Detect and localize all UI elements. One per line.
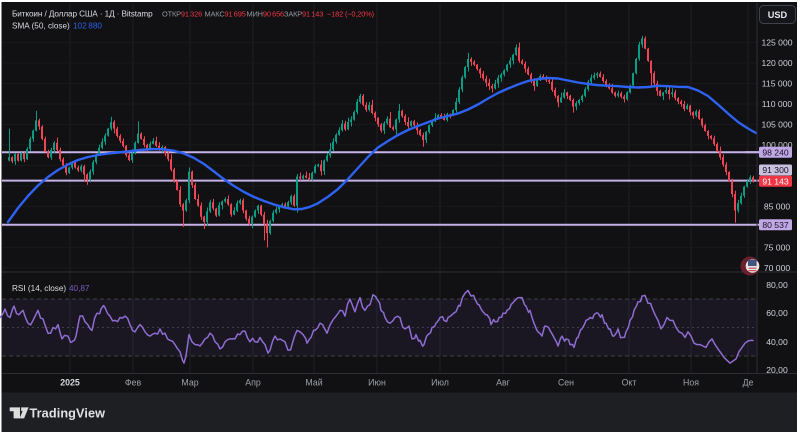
svg-text:80 537: 80 537 (762, 220, 789, 230)
svg-text:40,87: 40,87 (69, 284, 90, 293)
svg-text:85 000: 85 000 (764, 201, 791, 211)
svg-text:110 000: 110 000 (762, 99, 793, 109)
svg-text:ОТКР91 326: ОТКР91 326 (162, 10, 202, 19)
svg-text:МАКС91 695: МАКС91 695 (205, 10, 246, 19)
svg-text:100 000: 100 000 (761, 140, 792, 150)
svg-text:102 880: 102 880 (73, 22, 102, 31)
svg-text:−182 (−0,20%): −182 (−0,20%) (327, 10, 374, 19)
svg-text:МИН90 656: МИН90 656 (247, 10, 285, 19)
svg-text:20,00: 20,00 (766, 365, 788, 375)
svg-text:91 300: 91 300 (762, 165, 789, 175)
svg-text:ЗАКР91 143: ЗАКР91 143 (284, 10, 323, 19)
svg-text:125 000: 125 000 (761, 38, 792, 48)
svg-text:Мар: Мар (181, 378, 198, 388)
svg-text:Биткоин / Доллар США · 1Д · Bi: Биткоин / Доллар США · 1Д · Bitstamp (12, 10, 153, 19)
svg-text:Де: Де (743, 378, 754, 388)
svg-text:Авг: Авг (496, 378, 510, 388)
svg-text:80,00: 80,00 (766, 280, 788, 290)
svg-text:40,00: 40,00 (766, 337, 788, 347)
svg-text:Апр: Апр (245, 378, 261, 388)
svg-text:Сен: Сен (558, 378, 574, 388)
svg-text:60,00: 60,00 (766, 308, 788, 318)
svg-text:Июн: Июн (368, 378, 386, 388)
svg-text:Окт: Окт (622, 378, 637, 388)
svg-text:115 000: 115 000 (762, 79, 793, 89)
svg-text:2025: 2025 (60, 378, 80, 388)
svg-text:98 240: 98 240 (762, 147, 789, 157)
svg-text:120 000: 120 000 (761, 58, 792, 68)
svg-text:SMA (50, close): SMA (50, close) (12, 22, 70, 31)
svg-text:RSI (14, close): RSI (14, close) (12, 284, 66, 293)
svg-text:USD: USD (768, 10, 788, 20)
svg-text:105 000: 105 000 (761, 120, 792, 130)
svg-text:75 000: 75 000 (764, 242, 791, 252)
svg-text:Июл: Июл (431, 378, 449, 388)
svg-text:91 143: 91 143 (762, 177, 789, 187)
svg-text:70 000: 70 000 (764, 263, 791, 273)
svg-text:Ноя: Ноя (683, 378, 699, 388)
svg-text:Май: Май (305, 378, 322, 388)
svg-text:Фев: Фев (125, 378, 142, 388)
svg-text:TradingView: TradingView (30, 406, 106, 420)
